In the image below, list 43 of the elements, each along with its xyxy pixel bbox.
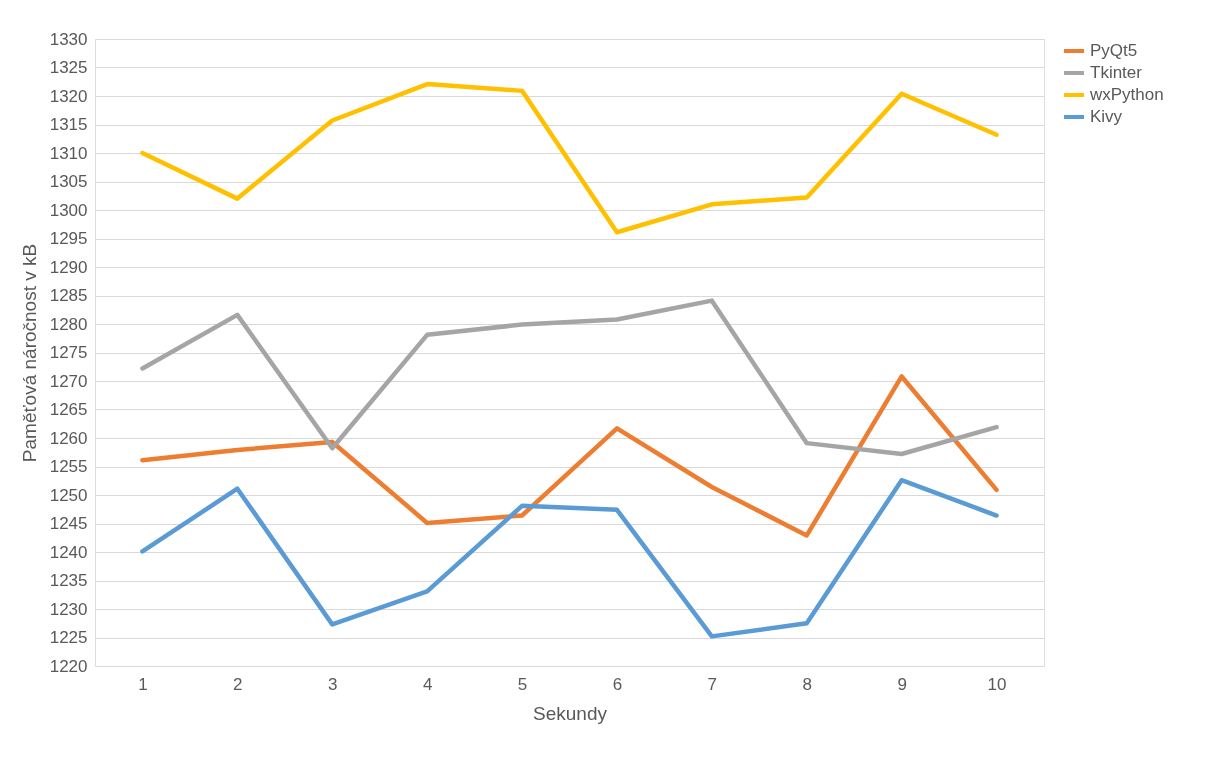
x-tick-label: 8 [802, 674, 812, 694]
y-tick-label: 1260 [49, 428, 88, 448]
y-tick-label: 1225 [49, 628, 88, 647]
y-tick-label: 1295 [49, 229, 88, 248]
y-tick-label: 1320 [49, 86, 88, 106]
x-axis-title: Sekundy [533, 702, 608, 724]
y-tick-label: 1220 [49, 656, 88, 676]
y-tick-label: 1325 [49, 58, 88, 77]
x-tick-label: 6 [612, 674, 623, 694]
y-tick-label: 1250 [49, 485, 88, 505]
legend-label: wxPython [1089, 85, 1164, 104]
y-tick-label: 1280 [49, 314, 88, 334]
y-tick-label: 1255 [49, 457, 88, 476]
y-tick-label: 1270 [49, 371, 88, 391]
y-tick-label: 1305 [49, 172, 88, 191]
line-series [140, 374, 999, 538]
legend-label: Tkinter [1090, 63, 1143, 82]
x-tick-label: 5 [517, 674, 528, 694]
legend-label: PyQt5 [1090, 41, 1138, 60]
y-tick-label: 1330 [49, 29, 88, 49]
x-tick-label: 4 [422, 674, 433, 694]
x-tick-label: 2 [233, 674, 243, 694]
y-axis-title: Paměťová náročnost v kB [18, 243, 40, 463]
y-tick-label: 1275 [49, 343, 88, 362]
y-tick-label: 1315 [49, 115, 88, 134]
line-series [140, 81, 999, 235]
x-tick-label: 1 [138, 674, 148, 694]
y-tick-label: 1235 [49, 571, 88, 590]
x-tick-label: 9 [897, 674, 907, 694]
y-tick-label: 1300 [49, 200, 88, 220]
y-tick-label: 1265 [49, 400, 88, 419]
y-tick-label: 1240 [49, 542, 88, 562]
line-series [140, 298, 999, 457]
y-tick-label: 1285 [49, 286, 88, 305]
legend-label: Kivy [1090, 107, 1123, 126]
line-series [140, 477, 999, 639]
x-tick-label: 7 [707, 674, 718, 694]
x-tick-label: 10 [987, 674, 1007, 694]
y-tick-label: 1245 [49, 514, 88, 533]
x-tick-label: 3 [328, 674, 338, 694]
y-tick-label: 1310 [49, 143, 88, 163]
y-tick-label: 1290 [49, 257, 88, 277]
y-tick-label: 1230 [49, 599, 88, 619]
